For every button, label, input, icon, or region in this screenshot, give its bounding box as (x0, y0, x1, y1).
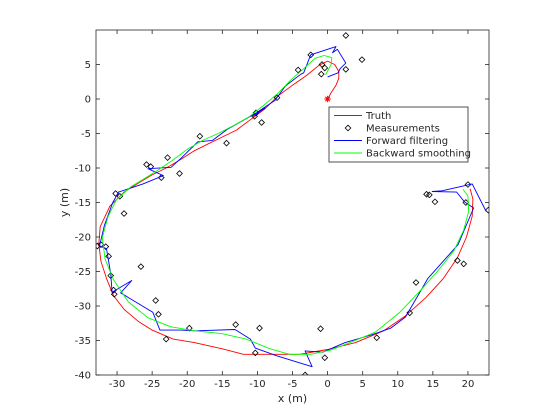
x-tick-label: -20 (179, 379, 195, 390)
measurement-point (157, 174, 165, 182)
measurement-point (258, 119, 265, 126)
measurement-point (317, 325, 324, 333)
legend-label: Measurements (366, 124, 440, 135)
legend-item-truth: Truth (334, 111, 391, 122)
measurement-point (110, 290, 118, 298)
measurement-point (460, 260, 468, 268)
y-tick-label: 5 (85, 60, 91, 71)
measurement-point (120, 210, 128, 217)
measurement-point (294, 66, 302, 74)
measurement-point (232, 321, 240, 328)
start-marker (324, 95, 331, 103)
measurement-point (342, 32, 350, 39)
measurement-point (164, 154, 171, 162)
x-tick-label: -25 (144, 379, 160, 390)
measurement-point (317, 70, 325, 78)
x-tick-label: 20 (462, 379, 475, 390)
measurement-point (143, 161, 150, 168)
y-tick-label: -5 (81, 129, 91, 140)
measurement-point (196, 132, 204, 140)
x-axis-label: x (m) (278, 392, 307, 405)
y-tick-label: -35 (75, 336, 91, 347)
plot-area (96, 30, 489, 375)
measurement-point (373, 334, 381, 342)
measurement-point (152, 297, 160, 304)
measurement-point (147, 163, 155, 170)
measurement-point (162, 335, 170, 343)
measurement-point (137, 263, 145, 271)
series-layer (96, 32, 489, 375)
measurement-point (358, 56, 366, 64)
measurement-point (425, 191, 433, 199)
backward-smoothing-line (101, 55, 470, 355)
measurement-point (318, 61, 326, 68)
measurement-point (342, 65, 350, 73)
legend-item-forward-filtering: Forward filtering (334, 136, 448, 147)
truth-line (98, 60, 474, 355)
measurement-point (301, 371, 309, 375)
measurement-point (412, 279, 420, 286)
measurement-point (406, 309, 414, 317)
axes-box (96, 30, 489, 375)
legend-item-backward-smoothing: Backward smoothing (334, 149, 471, 160)
measurement-point (155, 310, 162, 318)
x-tick-label: -10 (249, 379, 265, 390)
measurement-point (454, 257, 461, 264)
y-tick-label: -10 (75, 164, 91, 175)
series-forward-filtering (99, 46, 487, 368)
series-backward-smoothing (101, 55, 470, 355)
measurement-point (321, 354, 329, 362)
x-tick-label: 15 (426, 379, 439, 390)
y-tick-label: 0 (85, 95, 91, 106)
y-tick-label: -15 (75, 198, 91, 209)
legend-swatch (344, 124, 352, 132)
measurement-point (176, 170, 183, 177)
x-tick-label: 5 (359, 379, 365, 390)
measurement-point (273, 94, 281, 101)
x-tick-label: -15 (214, 379, 230, 390)
measurement-point (251, 349, 259, 357)
measurement-point (112, 190, 120, 197)
x-tick-label: 10 (391, 379, 404, 390)
forward-filtering-line (99, 46, 487, 368)
measurement-point (256, 324, 263, 332)
y-tick-label: -30 (75, 302, 91, 313)
x-tick-label: -5 (288, 379, 298, 390)
series-truth (98, 60, 474, 355)
measurement-point (321, 64, 329, 72)
legend-label: Backward smoothing (366, 149, 471, 160)
measurement-point (102, 243, 110, 251)
legend-item-measurements: Measurements (344, 124, 440, 135)
legend-label: Truth (365, 111, 391, 122)
y-axis-label: y (m) (58, 188, 71, 217)
ticks-layer: -30 -25 -20 -15 -10 -5 0 5 10 15 20 -40 -35 -30 -25 -20… (75, 29, 490, 390)
x-tick-label: -30 (109, 379, 125, 390)
legend-label: Forward filtering (366, 136, 448, 147)
y-tick-label: -25 (75, 267, 91, 278)
measurement-point (223, 139, 230, 147)
y-tick-label: -20 (75, 233, 91, 244)
measurement-point (484, 206, 489, 214)
measurement-point (431, 198, 439, 206)
x-tick-label: 0 (324, 379, 330, 390)
measurement-point (464, 181, 472, 188)
y-tick-label: -40 (75, 371, 91, 382)
